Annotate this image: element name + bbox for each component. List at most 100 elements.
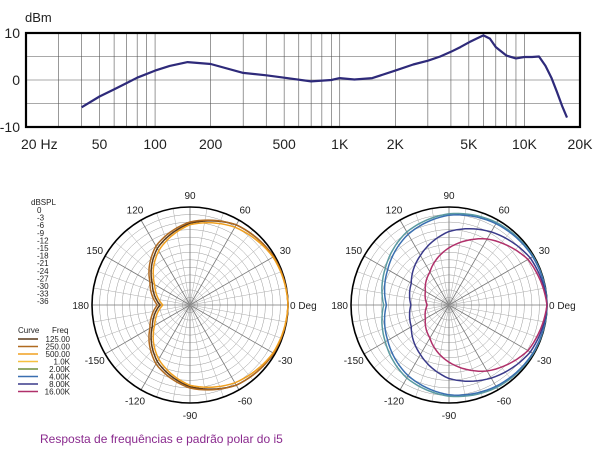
y-tick-label: -10: [0, 119, 20, 135]
radial-tick-label: -15: [37, 244, 49, 253]
polar-spoke: [448, 287, 546, 306]
polar-spoke: [448, 304, 546, 323]
polar-right-angle-label: -90: [442, 411, 457, 422]
polar-left-angle-label: -90: [183, 411, 198, 422]
x-tick-label: 10K: [512, 136, 538, 152]
y-tick-label: 10: [4, 25, 20, 41]
polar-right-angle-label: -120: [384, 396, 404, 407]
polar-spoke: [373, 304, 450, 369]
radial-tick-label: -3: [37, 214, 45, 223]
polar-spoke: [448, 304, 467, 402]
polar-left-angle-label: 180: [72, 301, 89, 312]
y-axis-label: dBm: [25, 10, 52, 25]
polar-spoke: [448, 304, 499, 391]
polar-left-angle-label: 90: [184, 191, 196, 202]
polar-spoke: [189, 304, 287, 323]
x-tick-label: 1K: [331, 136, 349, 152]
polar-spoke: [189, 287, 287, 306]
polar-spoke: [126, 304, 191, 381]
legend-label: 1.0K: [54, 358, 71, 367]
polar-spoke: [448, 304, 535, 355]
polar-spoke: [189, 219, 240, 306]
polar-left-angle-label: 30: [280, 246, 292, 257]
polar-spoke: [189, 304, 276, 355]
polar-left-angle-label: 0 Deg: [290, 301, 317, 312]
radial-tick-label: -33: [37, 290, 49, 299]
radial-tick-label: -18: [37, 252, 49, 261]
polar-spoke: [104, 304, 191, 355]
radial-tick-label: -9: [37, 229, 45, 238]
polar-spoke: [352, 304, 450, 323]
x-tick-label: 100: [143, 136, 167, 152]
polar-right-angle-label: 30: [539, 246, 551, 257]
legend-title-curve: Curve: [18, 326, 40, 335]
radial-tick-label: -6: [37, 221, 45, 230]
polar-right-angle-label: 180: [331, 301, 348, 312]
polar-spoke: [189, 304, 224, 398]
polar-spoke: [352, 287, 450, 306]
polar-left-curve-250.00: [148, 219, 289, 391]
radial-tick-label: -30: [37, 282, 49, 291]
polar-spoke: [189, 304, 208, 402]
polar-spoke: [415, 212, 450, 306]
polar-spoke: [448, 255, 535, 306]
polar-left-curve-500.00: [152, 221, 289, 389]
plot-frame: [24, 31, 582, 129]
radial-tick-label: -12: [37, 236, 49, 245]
radial-tick-label: -36: [37, 297, 49, 306]
radial-axis-label: dBSPL: [31, 198, 56, 207]
polar-right-curve-8.00K: [408, 227, 548, 383]
radial-tick-label: -21: [37, 259, 49, 268]
polar-right-curve-2.00K: [381, 212, 548, 398]
polar-spoke: [448, 271, 542, 306]
polar-spoke: [104, 255, 191, 306]
polar-spoke: [97, 271, 191, 306]
polar-right-curve-16.00K: [424, 238, 548, 372]
polar-spoke: [385, 229, 450, 306]
polar-spoke: [373, 241, 450, 306]
legend-label: 250.00: [46, 343, 71, 352]
x-tick-label: 500: [272, 136, 296, 152]
polar-spoke: [172, 304, 191, 402]
polar-spoke: [448, 304, 525, 369]
polar-spoke: [189, 304, 266, 369]
polar-spoke: [93, 304, 191, 323]
polar-left-angle-label: -150: [85, 356, 105, 367]
legend-label: 125.00: [46, 335, 71, 344]
polar-spoke: [189, 255, 276, 306]
polar-spoke: [189, 229, 254, 306]
polar-spoke: [385, 304, 450, 381]
polar-spoke: [189, 241, 266, 306]
polar-right-curve-4.00K: [383, 214, 548, 396]
legend-title-freq: Freq: [52, 326, 68, 335]
polar-spoke: [431, 304, 450, 402]
polar-spoke: [415, 304, 450, 398]
polar-spoke: [189, 304, 240, 391]
polar-spoke: [356, 271, 450, 306]
legend-label: 4.00K: [49, 373, 71, 382]
polar-spoke: [448, 241, 525, 306]
polar-left-angle-label: 150: [86, 246, 103, 257]
polar-spoke: [189, 304, 283, 339]
polar-right-angle-label: -60: [497, 396, 512, 407]
polar-spoke: [448, 208, 467, 306]
polar-spoke: [156, 212, 191, 306]
polar-spoke: [448, 219, 499, 306]
polar-right-angle-label: 150: [345, 246, 362, 257]
figure-caption: Resposta de frequências e padrão polar d…: [40, 432, 283, 446]
polar-spoke: [431, 208, 450, 306]
radial-tick-label: 0: [37, 206, 42, 215]
polar-spoke: [189, 304, 254, 381]
polar-spoke: [448, 212, 483, 306]
polar-spoke: [93, 287, 191, 306]
polar-spoke: [356, 304, 450, 339]
x-tick-label: 2K: [387, 136, 405, 152]
polar-pattern-high-freq: 0 Deg 30 60 90 120 150 180 -150 -120 -90 -60 -30: [331, 191, 575, 422]
radial-tick-label: -24: [37, 267, 49, 276]
polar-right-angle-label: 60: [498, 206, 510, 217]
polar-spoke: [189, 212, 224, 306]
polar-right-angle-label: -30: [537, 356, 552, 367]
y-tick-label: 0: [12, 72, 20, 88]
x-tick-label: 200: [199, 136, 223, 152]
